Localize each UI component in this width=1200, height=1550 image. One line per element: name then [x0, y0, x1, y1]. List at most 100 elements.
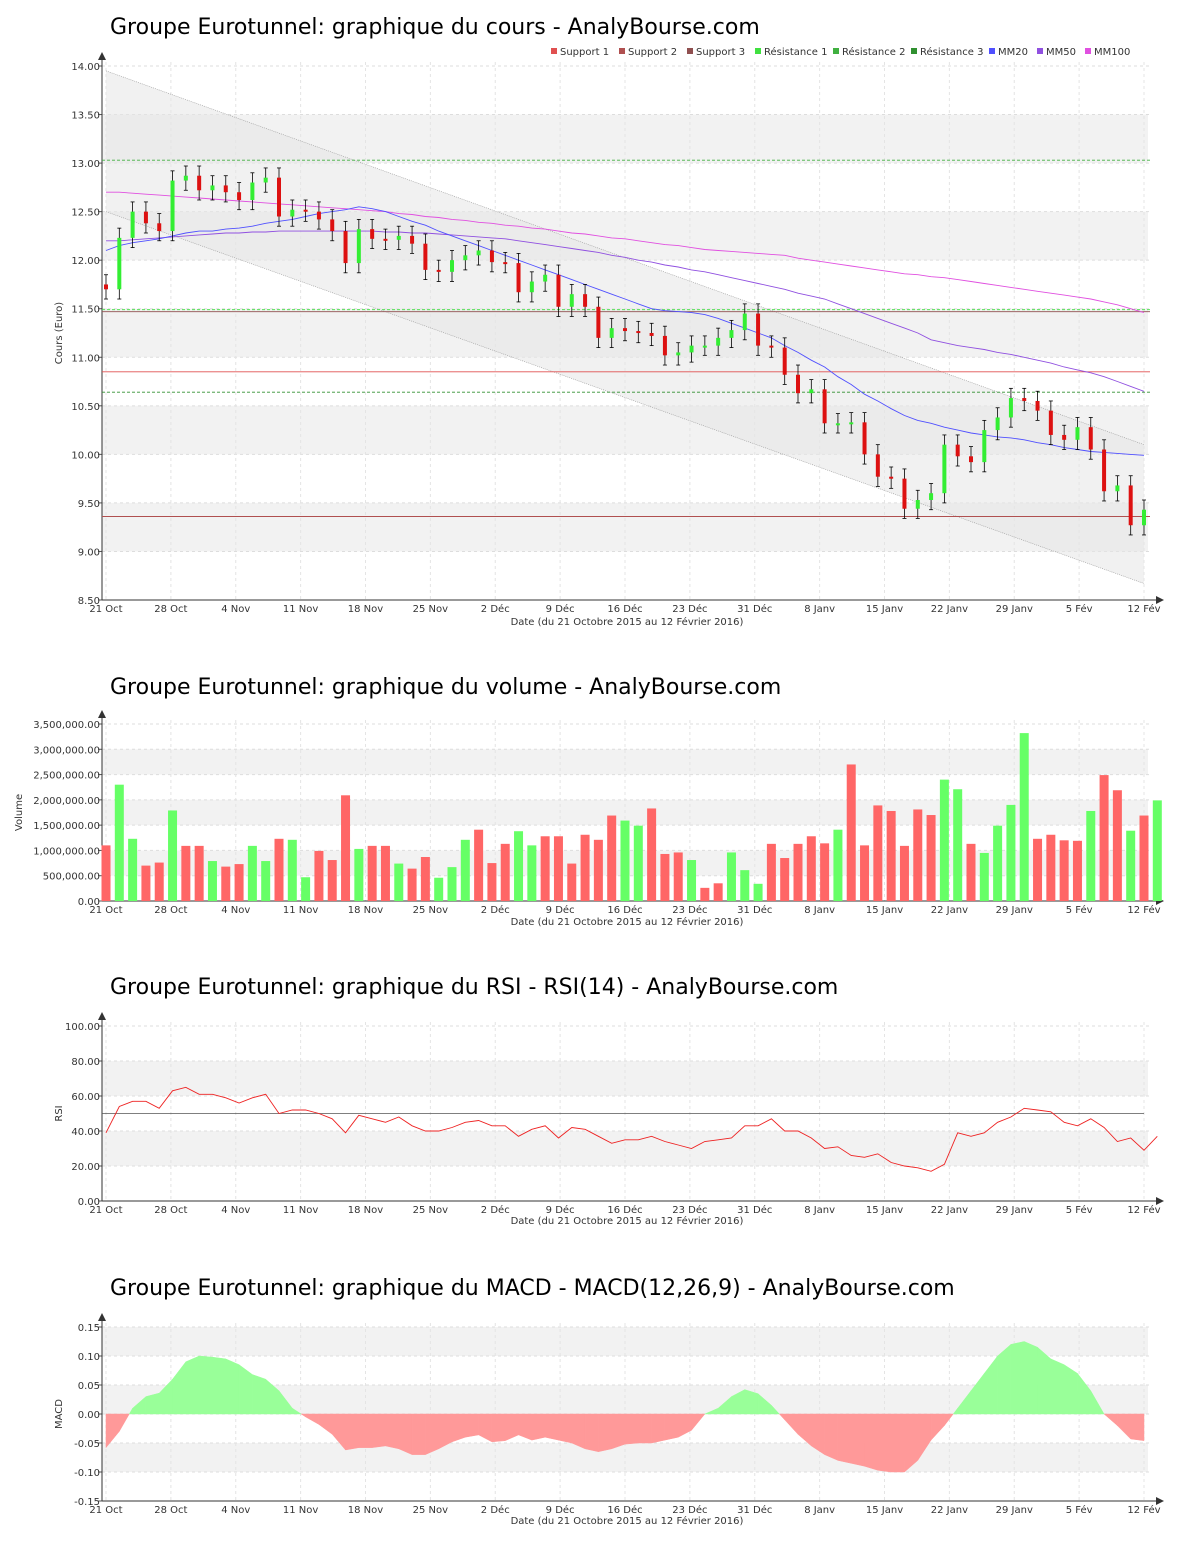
volume-bar: [514, 831, 524, 901]
y-tick-label: 20.00: [71, 1162, 100, 1173]
x-tick-label: 4 Nov: [221, 905, 250, 916]
volume-bar: [846, 764, 856, 901]
x-axis-arrow: [1156, 1197, 1164, 1205]
volume-bar: [301, 877, 311, 901]
chart-title: Groupe Eurotunnel: graphique du MACD - M…: [110, 1276, 955, 1301]
y-axis-arrow: [98, 1012, 106, 1020]
x-tick-label: 9 Déc: [546, 1504, 575, 1516]
y-tick-label: 500,000.00: [43, 872, 100, 883]
volume-bar: [327, 860, 337, 901]
candle-body: [609, 328, 614, 338]
x-tick-label: 11 Nov: [283, 1505, 319, 1516]
volume-bar: [899, 845, 909, 901]
x-tick-label: 8 Janv: [804, 905, 835, 916]
legend-label: Résistance 1: [764, 46, 827, 58]
volume-bar: [820, 843, 830, 901]
x-tick-label: 21 Oct: [89, 1205, 122, 1216]
x-tick-label: 12 Fév: [1127, 603, 1160, 615]
x-tick-label: 21 Oct: [89, 1505, 122, 1516]
candle-body: [104, 284, 108, 290]
macd-area: [145, 1392, 160, 1415]
y-tick-label: 9.00: [78, 547, 100, 558]
candle-body: [596, 306, 601, 338]
y-axis-label: MACD: [54, 1399, 65, 1429]
x-tick-label: 25 Nov: [413, 1205, 449, 1216]
candle-body: [742, 313, 747, 331]
y-tick-label: 1,000,000.00: [33, 846, 100, 857]
legend-swatch: [989, 48, 995, 54]
candle-body: [569, 294, 574, 307]
candle-body: [1115, 485, 1120, 492]
candle-body: [250, 182, 255, 200]
macd-area: [984, 1355, 998, 1415]
x-tick-label: 16 Déc: [607, 1504, 642, 1516]
panel-3: -0.15 -0.10 -0.05 0.00 0.05 0.10 0.15 21 Oct 28 …: [54, 1276, 1164, 1527]
volume-bar: [553, 836, 563, 901]
x-tick-label: 29 Janv: [996, 1505, 1033, 1516]
x-tick-label: 21 Oct: [89, 905, 122, 916]
legend-label: Support 3: [696, 47, 745, 58]
x-tick-label: 2 Déc: [481, 603, 510, 615]
volume-bar: [540, 836, 550, 901]
x-tick-label: 15 Janv: [866, 604, 903, 615]
macd-area: [252, 1374, 266, 1415]
volume-bar: [753, 883, 763, 901]
x-tick-label: 22 Janv: [931, 905, 968, 916]
candle-body: [290, 209, 295, 217]
y-tick-label: 13.00: [71, 159, 100, 170]
x-tick-label: 31 Déc: [737, 904, 772, 916]
x-tick-label: 8 Janv: [804, 604, 835, 615]
volume-bar: [953, 789, 963, 901]
candle-body: [157, 223, 162, 232]
x-tick-label: 4 Nov: [221, 1205, 250, 1216]
x-tick-label: 23 Déc: [672, 1504, 707, 1516]
y-tick-label: 80.00: [71, 1057, 100, 1068]
x-tick-label: 5 Fév: [1066, 1204, 1093, 1216]
macd-area: [1010, 1341, 1025, 1415]
candle-body: [277, 177, 281, 217]
volume-bar: [979, 852, 989, 901]
volume-bar: [913, 809, 923, 901]
macd-area: [1090, 1389, 1105, 1415]
candle-body: [1128, 485, 1133, 526]
candle-body: [822, 389, 827, 424]
macd-area: [824, 1413, 839, 1461]
volume-bar: [793, 843, 803, 901]
macd-area: [491, 1413, 506, 1443]
candle-body: [130, 211, 135, 238]
y-tick-label: -0.05: [74, 1439, 100, 1450]
panel-2: 0.00 20.00 40.00 60.00 80.00 100.00 21 Oct 28 O…: [54, 975, 1164, 1227]
candle-body: [1062, 434, 1067, 440]
y-tick-label: 0.10: [78, 1352, 100, 1363]
candle-body: [303, 209, 308, 212]
macd-area: [411, 1413, 426, 1455]
x-tick-label: 28 Oct: [154, 604, 187, 615]
macd-area: [1117, 1413, 1131, 1440]
candle-body: [463, 255, 468, 261]
y-tick-label: 13.50: [71, 111, 100, 122]
mm50-line: [106, 230, 1145, 392]
macd-area: [504, 1413, 519, 1442]
candle-body: [383, 238, 388, 241]
x-tick-label: 8 Janv: [804, 1205, 835, 1216]
x-axis-arrow: [1156, 596, 1164, 604]
x-tick-label: 21 Oct: [89, 604, 122, 615]
macd-area: [385, 1413, 400, 1450]
macd-area: [371, 1413, 386, 1448]
candle-body: [982, 430, 987, 463]
volume-bar: [447, 867, 457, 901]
macd-area: [358, 1413, 373, 1448]
x-tick-label: 4 Nov: [221, 604, 250, 615]
volume-bar: [766, 843, 776, 901]
candle-body: [1048, 410, 1053, 435]
x-tick-label: 18 Nov: [348, 905, 384, 916]
y-tick-label: 60.00: [71, 1092, 100, 1103]
x-axis-label: Date (du 21 Octobre 2015 au 12 Février 2…: [511, 916, 744, 928]
candle-body: [929, 493, 934, 500]
x-tick-label: 5 Fév: [1066, 1504, 1093, 1516]
volume-bar: [700, 887, 710, 901]
volume-bar: [354, 848, 364, 901]
volume-bar: [194, 845, 204, 901]
volume-bar: [580, 834, 590, 901]
